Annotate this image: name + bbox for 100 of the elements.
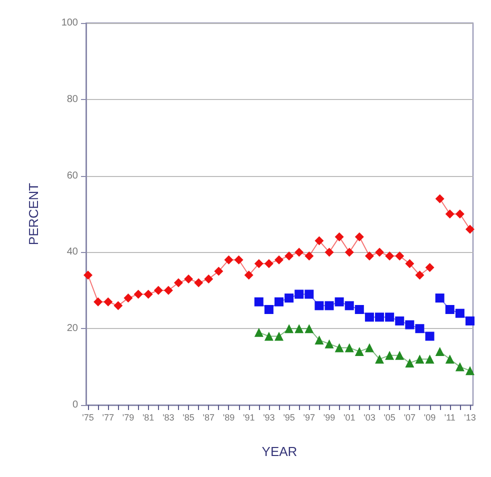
- point: [465, 224, 474, 234]
- point: [284, 294, 294, 303]
- point: [354, 305, 364, 314]
- point: [224, 255, 234, 264]
- x-tick-label: '79: [122, 412, 134, 422]
- y-axis-title: PERCENT: [26, 182, 41, 246]
- point: [415, 324, 424, 334]
- point: [364, 343, 374, 352]
- point: [134, 290, 143, 299]
- point: [314, 336, 324, 345]
- point: [254, 328, 264, 337]
- point: [445, 305, 454, 314]
- x-tick-label: '83: [162, 412, 174, 422]
- y-tick-label: 0: [72, 400, 78, 410]
- point: [154, 286, 163, 295]
- point: [84, 270, 93, 280]
- point: [194, 278, 204, 288]
- point: [364, 312, 374, 322]
- point: [304, 290, 314, 299]
- x-tick-label: '81: [142, 412, 154, 422]
- point: [304, 324, 314, 334]
- point: [174, 278, 183, 288]
- point: [264, 305, 274, 314]
- point: [324, 339, 334, 348]
- point: [465, 316, 474, 326]
- point: [244, 270, 254, 280]
- point: [264, 332, 274, 341]
- point: [324, 248, 334, 257]
- point: [214, 266, 224, 276]
- point: [264, 259, 274, 268]
- point: [435, 294, 444, 303]
- point: [344, 343, 354, 352]
- point: [314, 236, 324, 246]
- y-tick-label: 60: [66, 170, 78, 182]
- point: [395, 350, 404, 360]
- point: [304, 252, 314, 261]
- point: [385, 350, 394, 360]
- point: [395, 316, 404, 326]
- point: [334, 297, 344, 306]
- point: [314, 301, 324, 310]
- x-tick-label: '99: [323, 412, 336, 422]
- point: [294, 324, 304, 334]
- point: [455, 362, 464, 372]
- y-tick-label: 40: [66, 246, 78, 258]
- y-tick-label: 100: [61, 18, 78, 28]
- x-tick-label: '13: [464, 412, 476, 422]
- point: [164, 286, 173, 295]
- y-tick-label: 20: [66, 323, 78, 334]
- x-tick-label: '07: [404, 412, 416, 422]
- x-tick-label: '93: [263, 412, 275, 422]
- point: [405, 259, 414, 268]
- point: [395, 252, 404, 261]
- point: [144, 290, 153, 299]
- x-tick-label: '91: [242, 412, 255, 422]
- point: [324, 301, 334, 310]
- point: [94, 297, 103, 306]
- x-tick-label: '97: [303, 412, 316, 422]
- x-tick-label: '05: [384, 412, 396, 422]
- x-tick-label: '77: [102, 412, 114, 422]
- point: [284, 252, 294, 261]
- x-tick-label: '01: [343, 412, 356, 422]
- point: [294, 248, 304, 257]
- point: [284, 324, 294, 334]
- point: [465, 366, 474, 376]
- x-axis-title: YEAR: [262, 444, 298, 459]
- point: [415, 354, 424, 364]
- x-tick-label: '95: [283, 412, 295, 422]
- point: [124, 294, 133, 303]
- x-tick-label: '87: [202, 412, 214, 422]
- point: [375, 312, 384, 322]
- point: [254, 297, 264, 306]
- point: [204, 274, 214, 284]
- point: [445, 210, 454, 218]
- point: [375, 354, 384, 364]
- point: [104, 297, 113, 306]
- y-tick-label: 80: [66, 94, 78, 105]
- x-tick-label: '75: [82, 412, 94, 422]
- point: [254, 259, 264, 268]
- point: [274, 332, 284, 341]
- point: [294, 290, 304, 299]
- x-tick-label: '09: [424, 412, 436, 422]
- point: [234, 255, 244, 264]
- point: [354, 347, 364, 356]
- point: [425, 332, 434, 341]
- point: [274, 255, 284, 264]
- point: [425, 354, 434, 364]
- x-tick-label: '89: [222, 412, 235, 422]
- x-tick-label: '03: [364, 412, 376, 422]
- point: [405, 358, 414, 368]
- point: [435, 347, 444, 356]
- point: [375, 248, 384, 257]
- point: [415, 270, 424, 280]
- point: [344, 301, 354, 310]
- x-tick-label: '11: [444, 412, 456, 422]
- point: [344, 248, 354, 257]
- point: [455, 210, 464, 218]
- point: [364, 252, 374, 261]
- point: [445, 354, 454, 364]
- point: [425, 262, 434, 272]
- point: [385, 312, 394, 322]
